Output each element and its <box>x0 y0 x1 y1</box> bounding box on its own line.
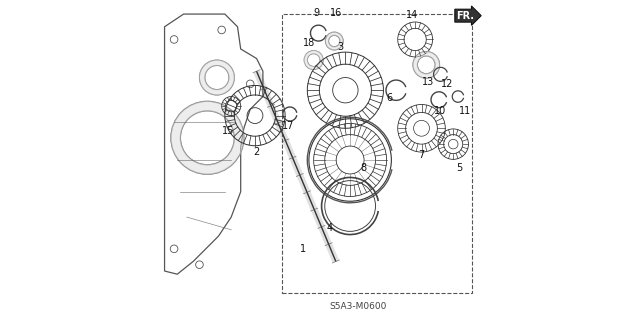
Text: 6: 6 <box>386 93 392 103</box>
Text: 3: 3 <box>337 42 344 52</box>
Text: 17: 17 <box>282 121 294 131</box>
Text: 7: 7 <box>419 150 424 160</box>
Text: 16: 16 <box>330 8 342 19</box>
Text: 1: 1 <box>300 244 306 254</box>
Text: 15: 15 <box>222 126 234 136</box>
Text: 5: 5 <box>456 163 463 173</box>
Text: 12: 12 <box>441 79 453 89</box>
Text: 11: 11 <box>459 106 472 116</box>
Text: 8: 8 <box>361 163 367 173</box>
Text: 14: 14 <box>406 10 418 20</box>
Text: S5A3-M0600: S5A3-M0600 <box>330 302 387 311</box>
Text: FR.: FR. <box>456 11 474 21</box>
Text: 4: 4 <box>326 223 333 233</box>
Text: 13: 13 <box>422 77 434 87</box>
Text: 9: 9 <box>314 8 320 19</box>
Text: 18: 18 <box>303 38 316 48</box>
Text: 10: 10 <box>433 106 445 116</box>
Text: 2: 2 <box>253 147 260 157</box>
